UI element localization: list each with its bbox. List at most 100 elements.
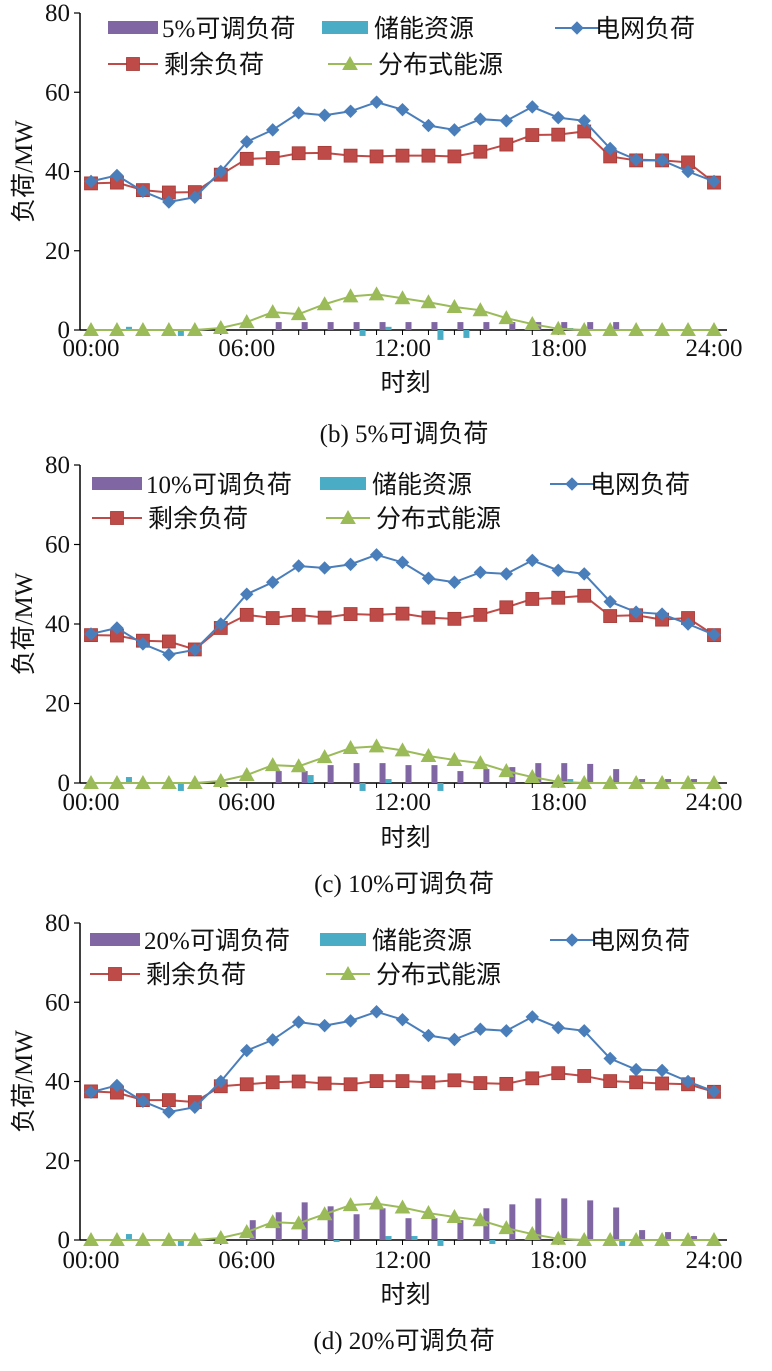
point-distributed: [706, 321, 722, 336]
point-remaining: [369, 1074, 384, 1089]
legend-swatch-storage: [322, 21, 368, 34]
point-distributed: [368, 738, 385, 753]
point-grid: [421, 1028, 436, 1043]
point-remaining: [577, 588, 592, 603]
point-distributed: [472, 755, 489, 770]
legend-marker-distributed: [340, 509, 356, 524]
point-grid: [499, 114, 514, 128]
point-remaining: [525, 592, 540, 606]
point-grid: [317, 108, 332, 122]
point-grid: [603, 595, 617, 609]
legend-swatch-storage: [320, 933, 366, 946]
point-distributed: [342, 288, 359, 303]
y-axis-title: 负荷/MW: [10, 120, 38, 223]
bar-adjustable-load: [301, 771, 308, 783]
point-distributed: [109, 321, 125, 336]
point-distributed: [680, 321, 696, 336]
bar-storage: [619, 1240, 626, 1246]
bar-storage: [125, 777, 132, 783]
y-axis-title: 负荷/MW: [10, 1030, 38, 1133]
point-distributed: [524, 316, 541, 331]
point-distributed: [342, 1197, 359, 1212]
point-remaining: [421, 1075, 436, 1090]
point-distributed: [550, 320, 567, 335]
bar-storage: [385, 326, 392, 330]
point-distributed: [446, 298, 463, 314]
point-distributed: [290, 306, 307, 321]
point-grid: [188, 643, 202, 657]
bar-storage: [567, 779, 574, 783]
point-grid: [395, 1012, 410, 1027]
point-distributed: [109, 774, 125, 789]
legend-marker-grid: [570, 21, 584, 35]
point-grid: [369, 1005, 384, 1019]
point-grid: [577, 567, 591, 581]
bar-storage: [437, 783, 444, 791]
point-grid: [343, 104, 358, 118]
point-grid: [551, 110, 565, 125]
point-distributed: [83, 321, 99, 336]
point-grid: [266, 1033, 280, 1047]
point-distributed: [602, 321, 619, 336]
point-distributed: [290, 758, 307, 773]
point-remaining: [499, 1076, 514, 1091]
bar-storage: [463, 330, 470, 338]
point-distributed: [472, 302, 489, 317]
legend-marker-remaining: [108, 967, 122, 981]
point-distributed: [394, 1199, 411, 1214]
legend-label-adjustable: 20%可调负荷: [144, 927, 290, 955]
point-distributed: [706, 1231, 722, 1246]
point-grid: [240, 1043, 254, 1058]
point-remaining: [343, 148, 358, 163]
point-grid: [603, 1051, 617, 1066]
point-grid: [629, 152, 643, 167]
point-distributed: [706, 774, 722, 789]
point-grid: [551, 563, 565, 578]
bar-storage: [307, 775, 314, 783]
point-distributed: [498, 763, 515, 778]
point-grid: [110, 168, 124, 183]
point-distributed: [83, 1231, 99, 1246]
point-remaining: [161, 634, 176, 649]
legend-label-storage: 储能资源: [374, 15, 474, 43]
y-tick-label: 20: [45, 1148, 70, 1175]
legend-marker-remaining: [110, 511, 124, 525]
bar-storage: [333, 1240, 340, 1242]
point-remaining: [447, 611, 462, 626]
point-grid: [188, 1100, 202, 1114]
point-distributed: [342, 739, 359, 755]
bar-storage: [489, 1240, 496, 1244]
x-axis-title: 时刻: [380, 369, 430, 397]
point-distributed: [602, 1231, 619, 1246]
point-distributed: [550, 773, 567, 788]
bar-adjustable-load: [691, 779, 698, 783]
legend-swatch-storage: [320, 477, 366, 490]
point-distributed: [628, 321, 644, 336]
bar-storage: [437, 1240, 444, 1246]
point-distributed: [420, 1205, 437, 1220]
point-grid: [655, 1063, 669, 1078]
bar-adjustable-load: [379, 763, 386, 783]
x-tick-label: 00:00: [63, 335, 120, 362]
point-distributed: [264, 1214, 281, 1229]
point-grid: [136, 184, 150, 199]
point-remaining: [239, 607, 254, 622]
point-grid: [447, 1032, 462, 1047]
point-distributed: [212, 319, 229, 335]
point-distributed: [680, 1231, 696, 1246]
point-remaining: [239, 151, 254, 166]
bar-adjustable-load: [431, 1218, 438, 1240]
point-remaining: [369, 149, 384, 164]
point-distributed: [628, 774, 644, 789]
point-grid: [162, 1105, 176, 1119]
point-distributed: [264, 757, 281, 772]
y-tick-label: 80: [45, 0, 70, 27]
y-tick-label: 80: [45, 452, 70, 479]
point-remaining: [551, 590, 566, 605]
bar-adjustable-load: [275, 322, 282, 330]
point-grid: [291, 1015, 306, 1029]
point-grid: [473, 1022, 488, 1036]
legend-label-remaining: 剩余负荷: [148, 505, 248, 533]
point-remaining: [421, 148, 436, 163]
